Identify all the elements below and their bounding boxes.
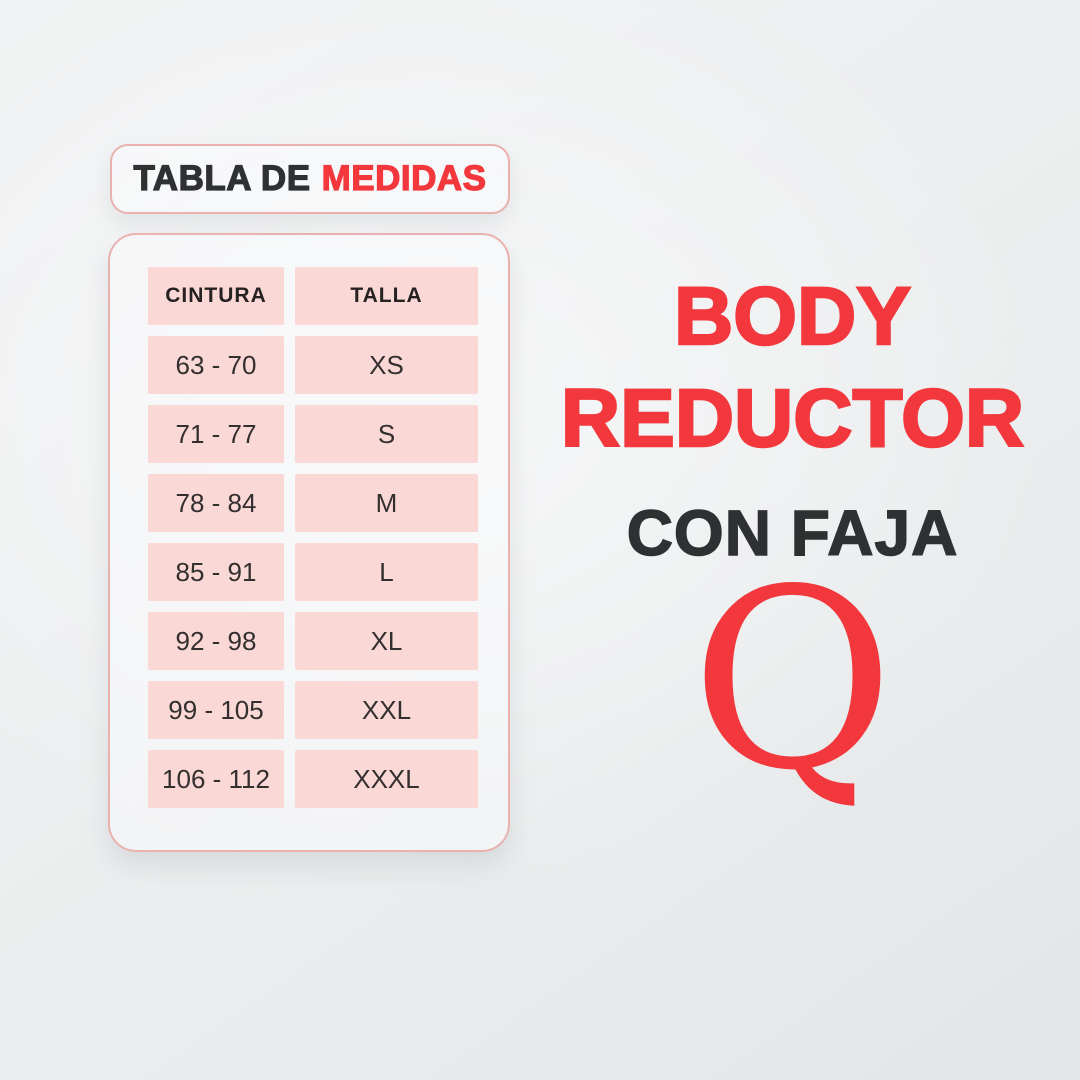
- table-header-cintura: CINTURA: [148, 267, 284, 325]
- table-cell-talla: S: [295, 405, 478, 463]
- table-cell-talla: XL: [295, 612, 478, 670]
- brand-letter-q-logo: Q: [690, 537, 895, 825]
- table-header-talla: TALLA: [295, 267, 478, 325]
- table-cell-cintura: 78 - 84: [148, 474, 284, 532]
- product-title-block: BODY REDUCTOR CON FAJA Q: [535, 271, 1050, 825]
- table-cell-cintura: 85 - 91: [148, 543, 284, 601]
- table-cell-cintura: 99 - 105: [148, 681, 284, 739]
- product-title-line2: REDUCTOR: [560, 373, 1026, 464]
- size-table: CINTURA TALLA 63 - 70 XS 71 - 77 S 78 - …: [148, 267, 478, 808]
- table-cell-cintura: 92 - 98: [148, 612, 284, 670]
- table-cell-talla: XXL: [295, 681, 478, 739]
- size-chart-title-dark: TABLA DE: [133, 158, 311, 198]
- table-cell-talla: XXXL: [295, 750, 478, 808]
- table-cell-talla: M: [295, 474, 478, 532]
- table-cell-cintura: 106 - 112: [148, 750, 284, 808]
- size-chart-title-pill: TABLA DE MEDIDAS: [110, 144, 510, 214]
- product-title-line1: BODY: [673, 271, 912, 362]
- table-cell-talla: L: [295, 543, 478, 601]
- product-subtitle: CON FAJA: [626, 496, 959, 570]
- table-cell-cintura: 63 - 70: [148, 336, 284, 394]
- size-chart-panel: CINTURA TALLA 63 - 70 XS 71 - 77 S 78 - …: [108, 233, 510, 852]
- table-cell-cintura: 71 - 77: [148, 405, 284, 463]
- size-chart-title-red: MEDIDAS: [321, 158, 487, 198]
- table-cell-talla: XS: [295, 336, 478, 394]
